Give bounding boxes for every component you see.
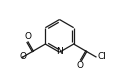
Text: O: O [25,32,32,41]
Text: O: O [77,61,84,70]
Text: O: O [19,52,26,61]
Text: Cl: Cl [97,52,106,61]
Text: N: N [56,47,63,56]
